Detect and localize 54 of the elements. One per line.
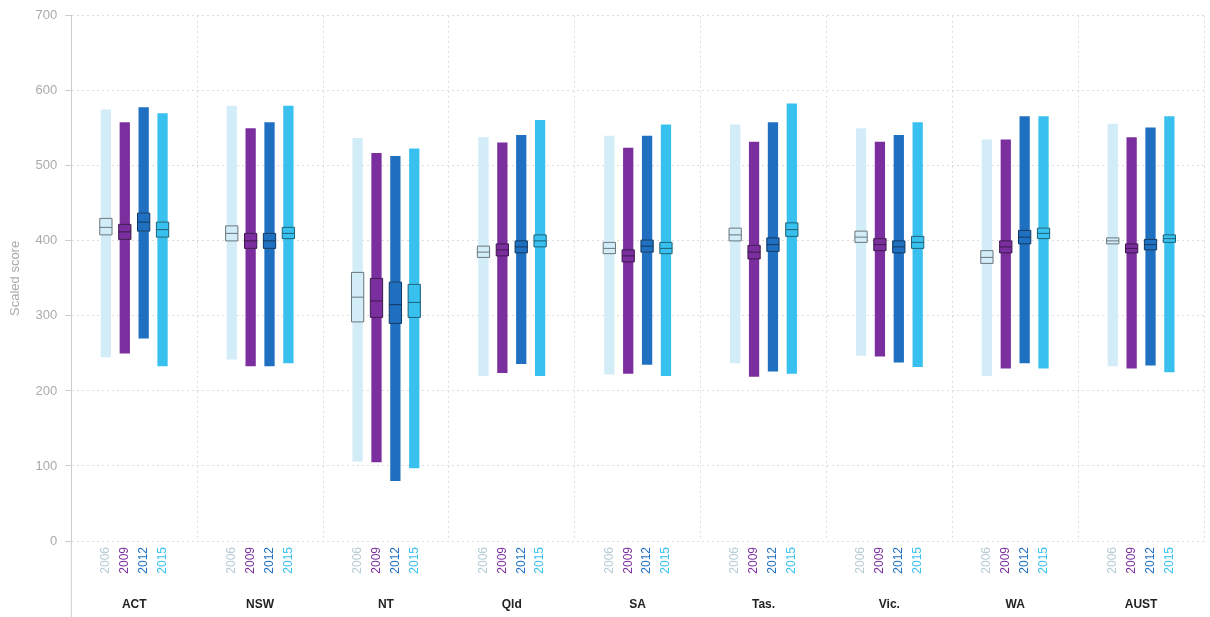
x-tick-label: Tas. xyxy=(751,597,776,612)
text: 2006 xyxy=(224,547,239,574)
x-tick-label: NSW xyxy=(246,597,275,612)
y-tick-label: 700 xyxy=(35,7,58,23)
text: 2006 xyxy=(979,547,994,574)
text: 2006 xyxy=(475,547,490,574)
x-tick-label: SA xyxy=(629,597,647,612)
text: 2012 xyxy=(765,547,780,574)
text: 2015 xyxy=(1035,547,1050,574)
text: 2009 xyxy=(746,547,761,574)
x-tick-label: Vic. xyxy=(878,597,900,612)
y-tick-label: 200 xyxy=(35,382,58,398)
text: 2009 xyxy=(1123,547,1138,574)
x-tick-label: WA xyxy=(1005,597,1026,612)
text: 2012 xyxy=(891,547,906,574)
text: 2012 xyxy=(135,547,150,574)
text: 2006 xyxy=(98,547,113,574)
y-tick-label: 400 xyxy=(35,232,58,248)
y-tick-label: 0 xyxy=(50,532,58,548)
text: 2009 xyxy=(242,547,257,574)
y-tick-label: 100 xyxy=(35,457,58,473)
text: 2015 xyxy=(280,547,295,574)
text: 2009 xyxy=(117,547,132,574)
text: 2015 xyxy=(909,547,924,574)
text: 2012 xyxy=(387,546,402,574)
text: 2009 xyxy=(998,547,1013,574)
text: 2009 xyxy=(368,546,383,574)
y-tick-label: 600 xyxy=(35,82,58,98)
text: 2015 xyxy=(406,546,421,574)
text: 2009 xyxy=(620,547,635,574)
x-tick-label: NT xyxy=(377,597,395,612)
text: 2009 xyxy=(872,547,887,574)
y-axis-title: Scaled score xyxy=(7,240,23,316)
text: 2009 xyxy=(494,547,509,574)
text: 2015 xyxy=(154,547,169,574)
x-tick-label: Qld xyxy=(501,597,522,612)
text: 2012 xyxy=(513,547,528,574)
text: 2012 xyxy=(1142,547,1157,574)
text: 2012 xyxy=(261,547,276,574)
text: 2012 xyxy=(639,547,654,574)
text: 2006 xyxy=(1105,547,1120,574)
x-tick-label: ACT xyxy=(121,597,148,612)
text: 2006 xyxy=(853,547,868,574)
text: 2015 xyxy=(532,547,547,574)
text: 2006 xyxy=(727,547,742,574)
y-tick-label: 300 xyxy=(35,307,58,323)
text: 2006 xyxy=(601,547,616,574)
x-tick-label: AUST xyxy=(1124,597,1159,612)
text: 2015 xyxy=(658,547,673,574)
text: 2006 xyxy=(349,546,364,574)
text: 2012 xyxy=(1016,547,1031,574)
text: 2015 xyxy=(1161,547,1176,574)
y-tick-label: 500 xyxy=(35,157,58,173)
text: 2015 xyxy=(784,547,799,574)
